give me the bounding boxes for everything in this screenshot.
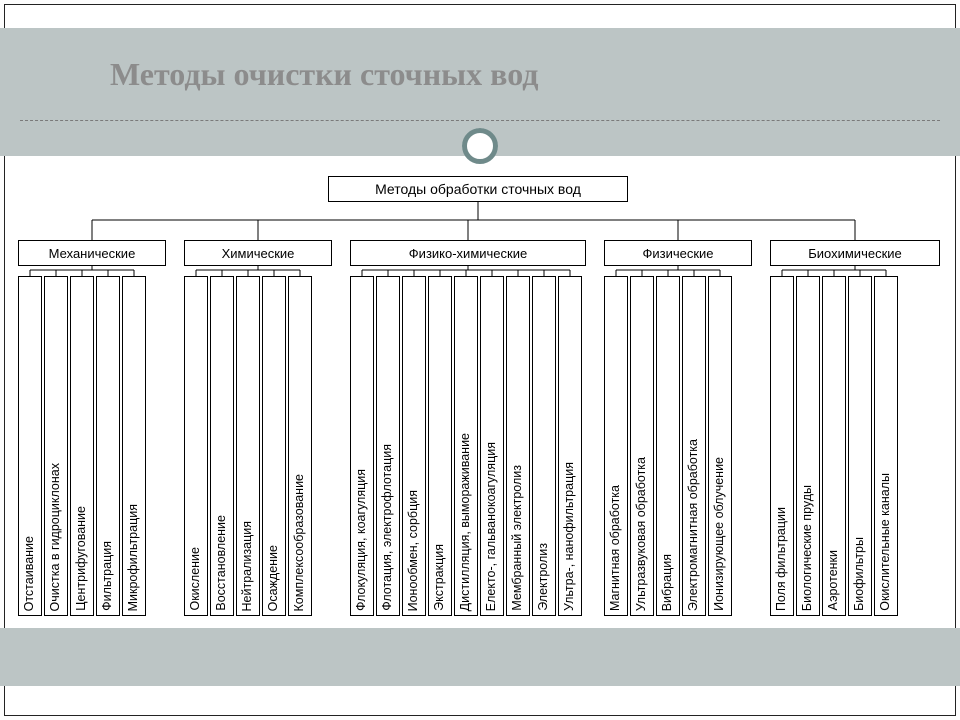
category-node: Механические [18, 240, 166, 266]
item-label: Микрофильтрация [127, 504, 140, 611]
item-label: Вибрация [661, 554, 674, 611]
item-node: Электролиз [532, 276, 556, 616]
footer-band [0, 628, 960, 686]
item-node: Ионообмен, сорбция [402, 276, 426, 616]
ring-ornament [462, 128, 498, 164]
item-node: Нейтрализация [236, 276, 260, 616]
root-node: Методы обработки сточных вод [328, 176, 628, 202]
item-label: Восстановление [215, 515, 228, 611]
tree-diagram: Методы обработки сточных вод Механические… [18, 176, 942, 635]
item-label: Электромагнитная обработка [687, 439, 700, 611]
items-row: Флокуляция, коагуляция Флотация, электроф… [350, 276, 582, 616]
item-node: Ультразвуковая обработка [630, 276, 654, 616]
item-label: Экстракция [433, 544, 446, 611]
item-label: Биофильтры [853, 537, 866, 611]
item-label: Биологические пруды [801, 485, 814, 611]
item-node: Фильтрация [96, 276, 120, 616]
item-node: Комплексообразование [288, 276, 312, 616]
item-label: Мембранный электролиз [511, 465, 524, 611]
item-node: Флотация, электрофлотация [376, 276, 400, 616]
category-node: Химические [184, 240, 332, 266]
item-node: Вибрация [656, 276, 680, 616]
divider-dotted [20, 120, 940, 121]
category-node: Биохимические [770, 240, 940, 266]
items-row: Отстаивание Очистка в гидроциклонах Центри… [18, 276, 146, 616]
item-node: Окисление [184, 276, 208, 616]
item-node: Ультра-, нанофильтрация [558, 276, 582, 616]
item-label: Нейтрализация [241, 521, 254, 611]
item-label: Комплексообразование [293, 474, 306, 612]
item-label: Поля фильтрации [775, 507, 788, 611]
item-node: Ионизирующее облучение [708, 276, 732, 616]
items-row: Поля фильтрации Биологические пруды Аэроте… [770, 276, 898, 616]
item-node: Дистилляция, вымораживание [454, 276, 478, 616]
item-label: Електо-, гальванокоагуляция [485, 442, 498, 611]
item-label: Аэротенки [827, 550, 840, 611]
item-label: Отстаивание [23, 536, 36, 611]
item-node: Мембранный электролиз [506, 276, 530, 616]
item-node: Поля фильтрации [770, 276, 794, 616]
item-node: Електо-, гальванокоагуляция [480, 276, 504, 616]
item-node: Магнитная обработка [604, 276, 628, 616]
category-node: Физические [604, 240, 752, 266]
item-node: Биофильтры [848, 276, 872, 616]
item-node: Отстаивание [18, 276, 42, 616]
item-node: Очистка в гидроциклонах [44, 276, 68, 616]
item-label: Центрифугование [75, 506, 88, 611]
item-node: Биологические пруды [796, 276, 820, 616]
item-label: Ультра-, нанофильтрация [563, 462, 576, 611]
slide-title: Методы очистки сточных вод [110, 56, 538, 93]
item-node: Микрофильтрация [122, 276, 146, 616]
item-node: Осаждение [262, 276, 286, 616]
item-label: Магнитная обработка [609, 485, 622, 611]
item-label: Дистилляция, вымораживание [459, 433, 472, 611]
item-label: Окислительные каналы [879, 473, 892, 611]
item-label: Фильтрация [101, 541, 114, 611]
item-node: Экстракция [428, 276, 452, 616]
item-node: Электромагнитная обработка [682, 276, 706, 616]
item-label: Окисление [189, 547, 202, 611]
item-node: Центрифугование [70, 276, 94, 616]
category-node: Физико-химические [350, 240, 586, 266]
item-node: Аэротенки [822, 276, 846, 616]
items-row: Окисление Восстановление Нейтрализация Осаж… [184, 276, 312, 616]
item-label: Флокуляция, коагуляция [355, 469, 368, 611]
item-node: Флокуляция, коагуляция [350, 276, 374, 616]
item-label: Флотация, электрофлотация [381, 444, 394, 611]
item-label: Осаждение [267, 545, 280, 611]
item-label: Ультразвуковая обработка [635, 457, 648, 611]
item-node: Восстановление [210, 276, 234, 616]
item-node: Окислительные каналы [874, 276, 898, 616]
item-label: Электролиз [537, 543, 550, 611]
item-label: Ионообмен, сорбция [407, 490, 420, 611]
item-label: Очистка в гидроциклонах [49, 463, 62, 611]
item-label: Ионизирующее облучение [713, 457, 726, 611]
items-row: Магнитная обработка Ультразвуковая обрабо… [604, 276, 732, 616]
